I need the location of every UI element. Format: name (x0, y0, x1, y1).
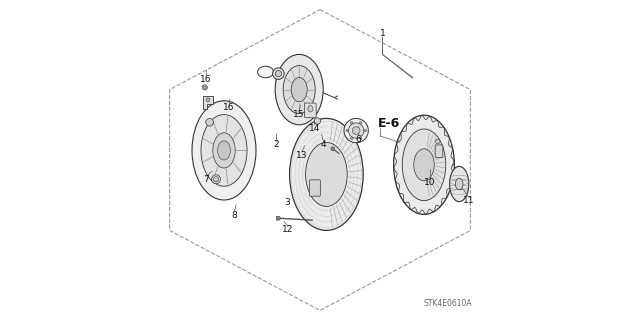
Ellipse shape (204, 86, 206, 89)
Text: 13: 13 (296, 151, 307, 160)
Ellipse shape (276, 216, 280, 220)
Ellipse shape (360, 137, 362, 140)
Ellipse shape (306, 142, 347, 206)
Text: 11: 11 (463, 196, 475, 205)
Ellipse shape (258, 66, 274, 78)
Text: 14: 14 (308, 124, 320, 133)
FancyBboxPatch shape (435, 145, 443, 157)
Ellipse shape (346, 129, 348, 132)
Text: 3: 3 (284, 198, 290, 207)
Ellipse shape (212, 133, 236, 168)
Ellipse shape (192, 101, 256, 200)
Ellipse shape (360, 122, 362, 124)
Ellipse shape (211, 175, 220, 184)
Ellipse shape (201, 115, 247, 186)
Ellipse shape (449, 166, 469, 202)
Ellipse shape (394, 115, 454, 214)
Ellipse shape (344, 118, 369, 143)
Text: E-6: E-6 (378, 117, 400, 130)
Text: 10: 10 (424, 178, 435, 187)
Text: 16: 16 (200, 75, 211, 84)
Ellipse shape (435, 139, 440, 144)
Ellipse shape (364, 129, 367, 132)
Ellipse shape (283, 66, 315, 114)
Ellipse shape (351, 137, 353, 140)
Text: 12: 12 (282, 225, 294, 234)
Ellipse shape (352, 127, 360, 134)
Ellipse shape (273, 68, 284, 79)
Text: 6: 6 (355, 135, 360, 144)
Ellipse shape (218, 141, 230, 160)
FancyBboxPatch shape (310, 180, 321, 196)
Text: 8: 8 (232, 211, 237, 220)
Ellipse shape (206, 98, 210, 102)
Text: 15: 15 (294, 110, 305, 119)
Ellipse shape (289, 118, 364, 230)
Ellipse shape (206, 118, 214, 126)
Polygon shape (202, 96, 212, 109)
Ellipse shape (214, 177, 219, 182)
Text: 4: 4 (321, 140, 326, 149)
Ellipse shape (291, 77, 307, 102)
FancyBboxPatch shape (305, 103, 316, 118)
Ellipse shape (331, 147, 335, 151)
Ellipse shape (308, 106, 313, 112)
Ellipse shape (314, 118, 321, 124)
Ellipse shape (202, 85, 207, 90)
Text: 16: 16 (223, 103, 234, 112)
Ellipse shape (456, 178, 463, 190)
Ellipse shape (348, 123, 364, 138)
Ellipse shape (403, 129, 445, 201)
Ellipse shape (351, 122, 353, 124)
Text: 2: 2 (273, 140, 278, 149)
Ellipse shape (275, 70, 282, 77)
Ellipse shape (275, 54, 323, 125)
Text: 1: 1 (380, 29, 385, 38)
Ellipse shape (414, 149, 435, 181)
Text: 7: 7 (203, 175, 209, 184)
Text: STK4E0610A: STK4E0610A (424, 299, 472, 308)
